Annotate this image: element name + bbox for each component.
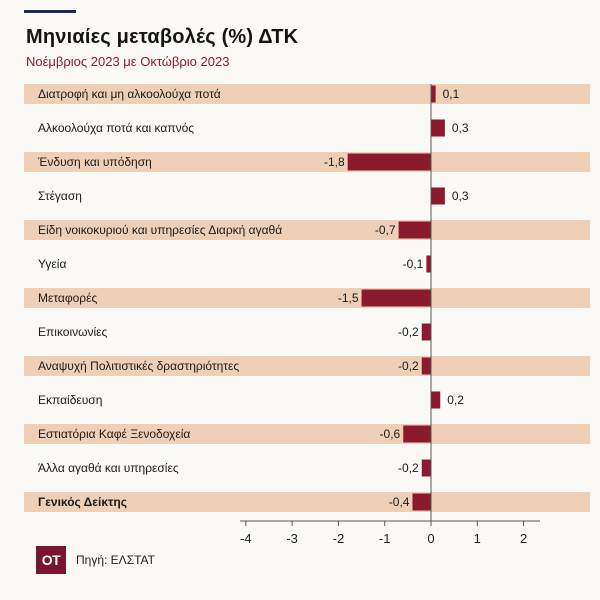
row-band bbox=[24, 492, 590, 512]
bar bbox=[431, 119, 445, 137]
data-label: 0,2 bbox=[447, 393, 464, 407]
chart-subtitle: Νοέμβριος 2023 με Οκτώβριο 2023 bbox=[26, 54, 230, 69]
data-label: -1,8 bbox=[324, 155, 345, 169]
category-label: Ένδυση και υπόδηση bbox=[37, 155, 152, 169]
bar bbox=[361, 289, 431, 307]
data-label: -0,1 bbox=[403, 257, 424, 271]
chart-title: Μηνιαίες μεταβολές (%) ΔΤΚ bbox=[26, 26, 299, 48]
bar bbox=[431, 85, 436, 103]
x-tick-label: 1 bbox=[474, 531, 481, 546]
row-band bbox=[24, 424, 590, 444]
row-band bbox=[24, 288, 590, 308]
data-label: 0,3 bbox=[452, 121, 469, 135]
top-accent-rule bbox=[24, 10, 76, 13]
category-label: Εκπαίδευση bbox=[38, 393, 102, 407]
data-label: -0,2 bbox=[398, 359, 419, 373]
x-tick-label: 0 bbox=[427, 531, 434, 546]
bar bbox=[431, 391, 441, 409]
category-label: Μεταφορές bbox=[38, 291, 97, 305]
row-band bbox=[24, 220, 590, 240]
data-label: -0,7 bbox=[375, 223, 396, 237]
category-label: Αλκοολούχα ποτά και καπνός bbox=[38, 121, 194, 135]
category-label: Στέγαση bbox=[38, 189, 82, 203]
bar bbox=[421, 357, 431, 375]
row-band bbox=[24, 152, 590, 172]
x-tick-label: -3 bbox=[286, 531, 298, 546]
bar bbox=[403, 425, 431, 443]
bar bbox=[412, 493, 431, 511]
category-label: Διατροφή και μη αλκοολούχα ποτά bbox=[38, 87, 221, 101]
bar bbox=[421, 459, 431, 477]
data-label: -0,6 bbox=[380, 427, 401, 441]
category-label: Επικοινωνίες bbox=[38, 325, 108, 339]
data-label: -1,5 bbox=[338, 291, 359, 305]
data-label: -0,4 bbox=[389, 495, 410, 509]
x-tick-label: -4 bbox=[240, 531, 252, 546]
row-band bbox=[24, 356, 590, 376]
data-label: -0,2 bbox=[398, 325, 419, 339]
bar bbox=[431, 187, 445, 205]
x-tick-label: -2 bbox=[333, 531, 345, 546]
category-label: Εστιατόρια Καφέ Ξενοδοχεία bbox=[38, 427, 190, 441]
data-label: 0,3 bbox=[452, 189, 469, 203]
bar bbox=[426, 255, 431, 273]
x-tick-label: -1 bbox=[379, 531, 391, 546]
source-note: Πηγή: ΕΛΣΤΑΤ bbox=[76, 553, 156, 567]
category-label: Γενικός Δείκτης bbox=[38, 495, 127, 509]
category-label: Υγεία bbox=[38, 257, 66, 271]
category-label: Είδη νοικοκυριού και υπηρεσίες Διαρκή αγ… bbox=[38, 223, 282, 237]
category-label: Άλλα αγαθά και υπηρεσίες bbox=[38, 461, 179, 475]
category-label: Αναψυχή Πολιτιστικές δραστηριότητες bbox=[38, 359, 239, 373]
row-band bbox=[24, 84, 590, 104]
bar bbox=[347, 153, 431, 171]
x-tick-label: 2 bbox=[520, 531, 527, 546]
bar bbox=[421, 323, 431, 341]
data-label: -0,2 bbox=[398, 461, 419, 475]
bar bbox=[398, 221, 431, 239]
data-label: 0,1 bbox=[443, 87, 460, 101]
publisher-logo: OT bbox=[36, 546, 66, 574]
